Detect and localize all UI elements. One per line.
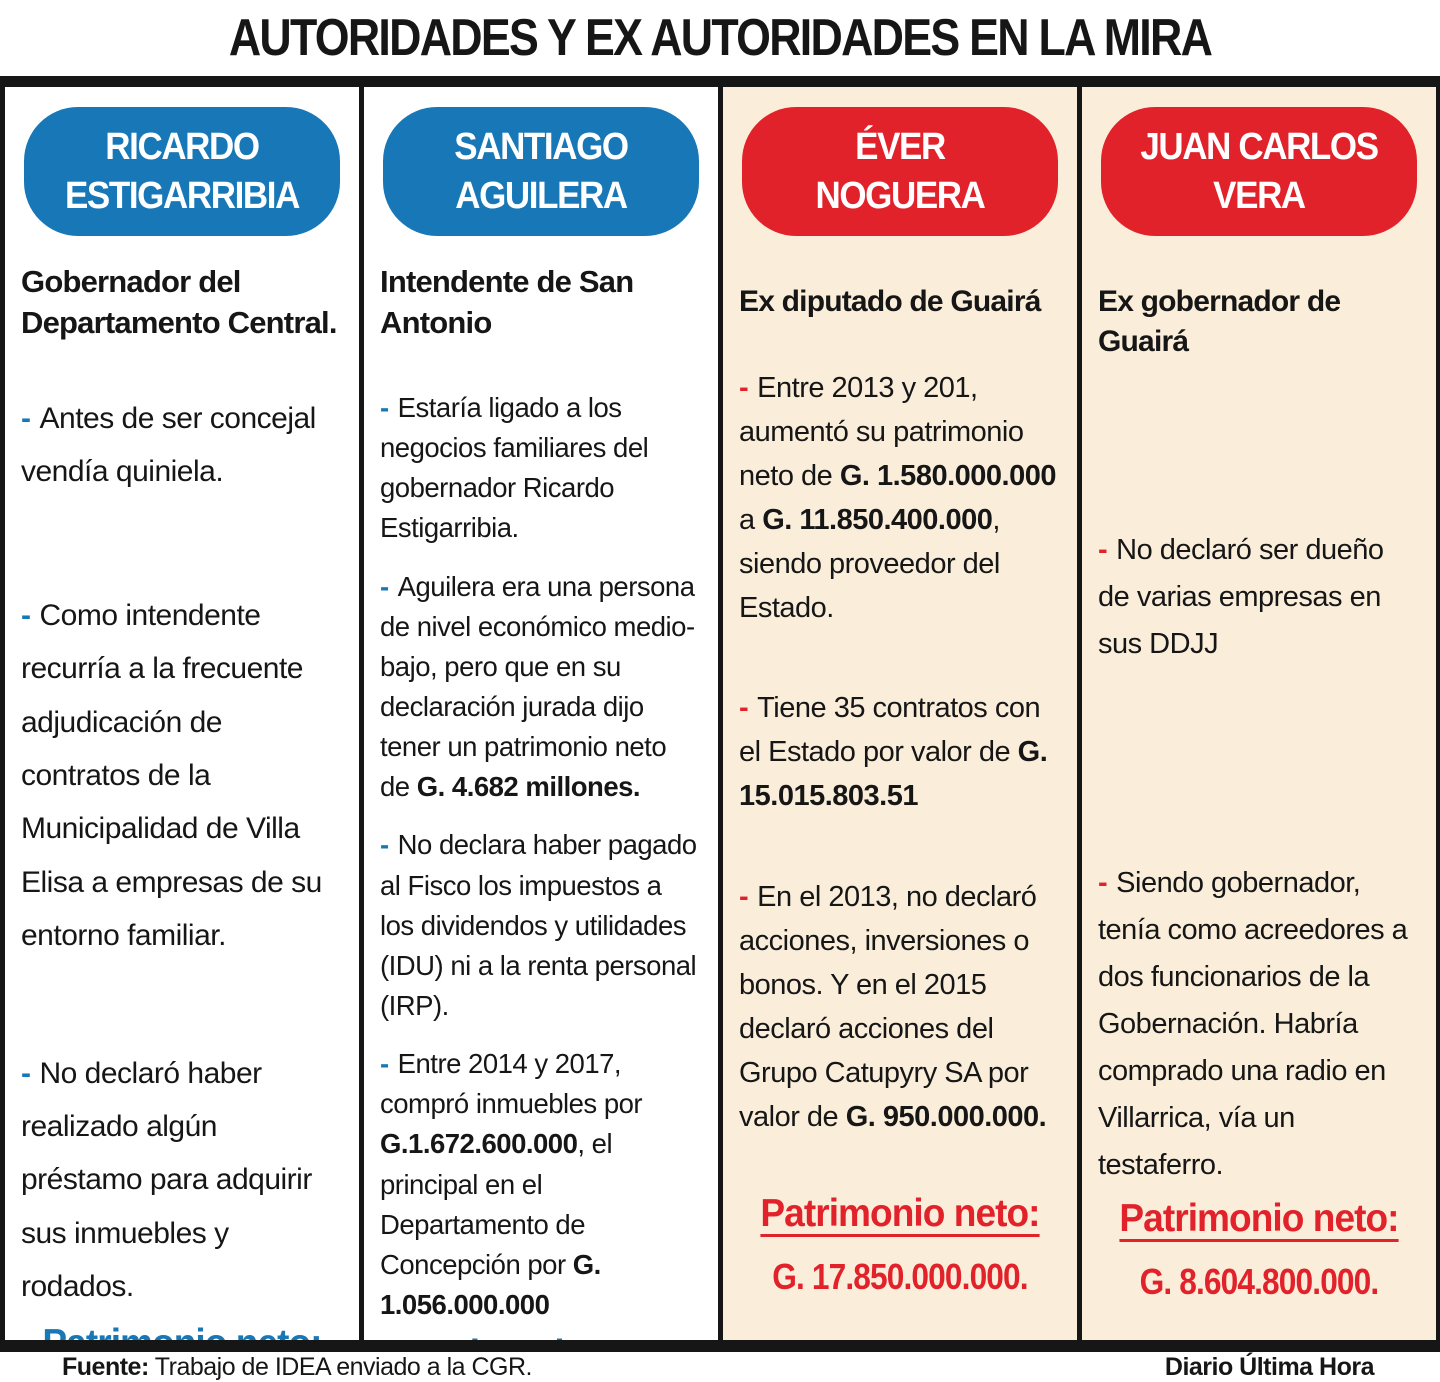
- page-title: AUTORIDADES Y EX AUTORIDADES EN LA MIRA: [228, 9, 1213, 67]
- net-worth-value: G. 17.850.000.000.: [772, 1256, 1028, 1297]
- bullet-dash: -: [380, 1048, 389, 1080]
- bullet-text: a: [739, 504, 763, 537]
- net-worth-label: Patrimonio neto:: [29, 1322, 335, 1340]
- bullet-text: Estaría ligado a los negocios familiares…: [380, 392, 649, 544]
- bullet-dash: -: [21, 402, 31, 436]
- bullet-text: Siendo gobernador, tenía como acreedores…: [1098, 867, 1408, 1182]
- bullet-text: Tiene 35 contratos con el Estado por val…: [739, 692, 1041, 769]
- name-line: NOGUERA: [815, 174, 985, 217]
- role-text: Ex diputado de Guairá: [739, 285, 1041, 319]
- bullet-item: - No declara haber pagado al Fisco los im…: [380, 825, 702, 1026]
- net-worth-value: G. 8.604.800.000.: [1139, 1261, 1380, 1303]
- role-text: Intendente de San Antonio: [380, 264, 634, 341]
- amount-bold-text: G.1.672.600.000: [380, 1128, 578, 1160]
- bullet-text: , siendo proveedor del Estado.: [739, 504, 1000, 625]
- name-pill: RICARDO ESTIGARRIBIA: [24, 107, 340, 237]
- role-text: Ex gobernador de Guairá: [1098, 285, 1341, 358]
- bullet-dash: -: [739, 692, 749, 725]
- bullet-list: - No declaró ser dueño de varias empresas…: [1098, 361, 1420, 1189]
- amount-bold-text: G. 950.000.000.: [845, 1100, 1047, 1133]
- person-column: JUAN CARLOS VERA Ex gobernador de Guairá …: [1082, 87, 1436, 1340]
- bullet-text: Antes de ser concejal vendía quiniela.: [21, 402, 316, 489]
- name-line: RICARDO: [105, 126, 260, 168]
- bullet-item: - Estaría ligado a los negocios familiare…: [380, 388, 702, 549]
- bullet-text: Como intendente recurría a la frecuente …: [21, 598, 322, 953]
- net-worth: Patrimonio neto: G. 17.850.000.000.: [739, 1184, 1061, 1340]
- bullet-text: No declaró ser dueño de varias empresas …: [1098, 534, 1384, 661]
- person-column: RICARDO ESTIGARRIBIA Gobernador del Depar…: [5, 87, 364, 1340]
- bullet-list: - Entre 2013 y 201, aumentó su patrimonio…: [739, 322, 1061, 1139]
- net-worth-label: Patrimonio neto:: [388, 1333, 694, 1340]
- net-worth: Patrimonio neto: G. 1.774.853.620: [380, 1325, 702, 1340]
- name-line: ÉVER: [855, 126, 946, 168]
- source-text: Trabajo de IDEA enviado a la CGR.: [148, 1352, 533, 1381]
- bullet-text: , el principal en el Departamento de Con…: [380, 1128, 613, 1280]
- amount-bold-text: G. 11.850.400.000: [762, 504, 993, 537]
- bullet-dash: -: [380, 392, 389, 424]
- bullet-text: Entre 2013 y 201, aumentó su patrimonio …: [739, 371, 1024, 492]
- bullet-item: - Siendo gobernador, tenía como acreedore…: [1098, 860, 1420, 1189]
- person-column: ÉVER NOGUERA Ex diputado de Guairá - Entre…: [723, 87, 1082, 1340]
- bullet-item: - Entre 2013 y 201, aumentó su patrimonio…: [739, 366, 1061, 630]
- amount-bold-text: G. 1.056.000.000: [380, 1248, 601, 1321]
- bullet-dash: -: [21, 1056, 31, 1090]
- role-text: Gobernador del Departamento Central.: [21, 264, 337, 341]
- bullet-dash: -: [380, 570, 389, 602]
- amount-bold-text: G. 15.015.803.51: [739, 736, 1048, 813]
- name-line: VERA: [1213, 174, 1306, 217]
- name-pill: SANTIAGO AGUILERA: [383, 107, 699, 237]
- bullet-list: - Antes de ser concejal vendía quiniela. -…: [21, 344, 343, 1313]
- bullet-dash: -: [1098, 867, 1108, 900]
- amount-bold-text: G. 1.580.000.000: [839, 460, 1057, 492]
- bullet-text: No declara haber pagado al Fisco los imp…: [380, 829, 697, 1022]
- columns-grid: RICARDO ESTIGARRIBIA Gobernador del Depar…: [0, 76, 1440, 1352]
- bullet-item: - Antes de ser concejal vendía quiniela.: [21, 392, 343, 499]
- net-worth: Patrimonio neto: G. 8.604.800.000.: [1098, 1189, 1420, 1340]
- bullet-item: - Como intendente recurría a la frecuente…: [21, 589, 343, 963]
- person-column: SANTIAGO AGUILERA Intendente de San Anton…: [364, 87, 723, 1340]
- name-line: JUAN CARLOS: [1140, 126, 1379, 168]
- bullet-dash: -: [739, 880, 749, 913]
- source-note: Fuente: Trabajo de IDEA enviado a la CGR…: [62, 1352, 533, 1382]
- bullet-item: - No declaró ser dueño de varias empresas…: [1098, 527, 1420, 668]
- name-line: AGUILERA: [455, 174, 628, 217]
- bullet-dash: -: [21, 598, 31, 632]
- net-worth-label: Patrimonio neto:: [1119, 1197, 1399, 1241]
- net-worth-label: Patrimonio neto:: [760, 1192, 1040, 1235]
- bullet-dash: -: [739, 371, 749, 404]
- source-label: Fuente:: [62, 1352, 149, 1381]
- bullet-item: - En el 2013, no declaró acciones, invers…: [739, 875, 1061, 1139]
- bullet-text: Aguilera era una persona de nivel económ…: [380, 570, 695, 803]
- publisher-credit: Diario Última Hora: [1164, 1352, 1375, 1381]
- net-worth: Patrimonio neto: G. 1.500 millones.: [21, 1314, 343, 1340]
- name-line: SANTIAGO: [454, 126, 629, 168]
- name-line: ESTIGARRIBIA: [64, 174, 300, 217]
- name-pill: ÉVER NOGUERA: [742, 107, 1058, 237]
- bullet-dash: -: [1098, 534, 1108, 567]
- bullet-text: No declaró haber realizado algún préstam…: [21, 1056, 312, 1304]
- bullet-item: - Tiene 35 contratos con el Estado por va…: [739, 686, 1061, 818]
- amount-bold-text: G. 4.682 millones.: [416, 771, 641, 803]
- bullet-list: - Estaría ligado a los negocios familiare…: [380, 344, 702, 1325]
- bullet-dash: -: [380, 829, 389, 861]
- bullet-text: Entre 2014 y 2017, compró inmuebles por: [380, 1048, 643, 1120]
- name-pill: JUAN CARLOS VERA: [1101, 107, 1417, 237]
- bullet-text: En el 2013, no declaró acciones, inversi…: [739, 880, 1037, 1133]
- bullet-item: - Aguilera era una persona de nivel econó…: [380, 567, 702, 808]
- footer: Fuente: Trabajo de IDEA enviado a la CGR…: [0, 1352, 1440, 1382]
- bullet-item: - No declaró haber realizado algún présta…: [21, 1047, 343, 1314]
- bullet-item: - Entre 2014 y 2017, compró inmuebles por…: [380, 1044, 702, 1325]
